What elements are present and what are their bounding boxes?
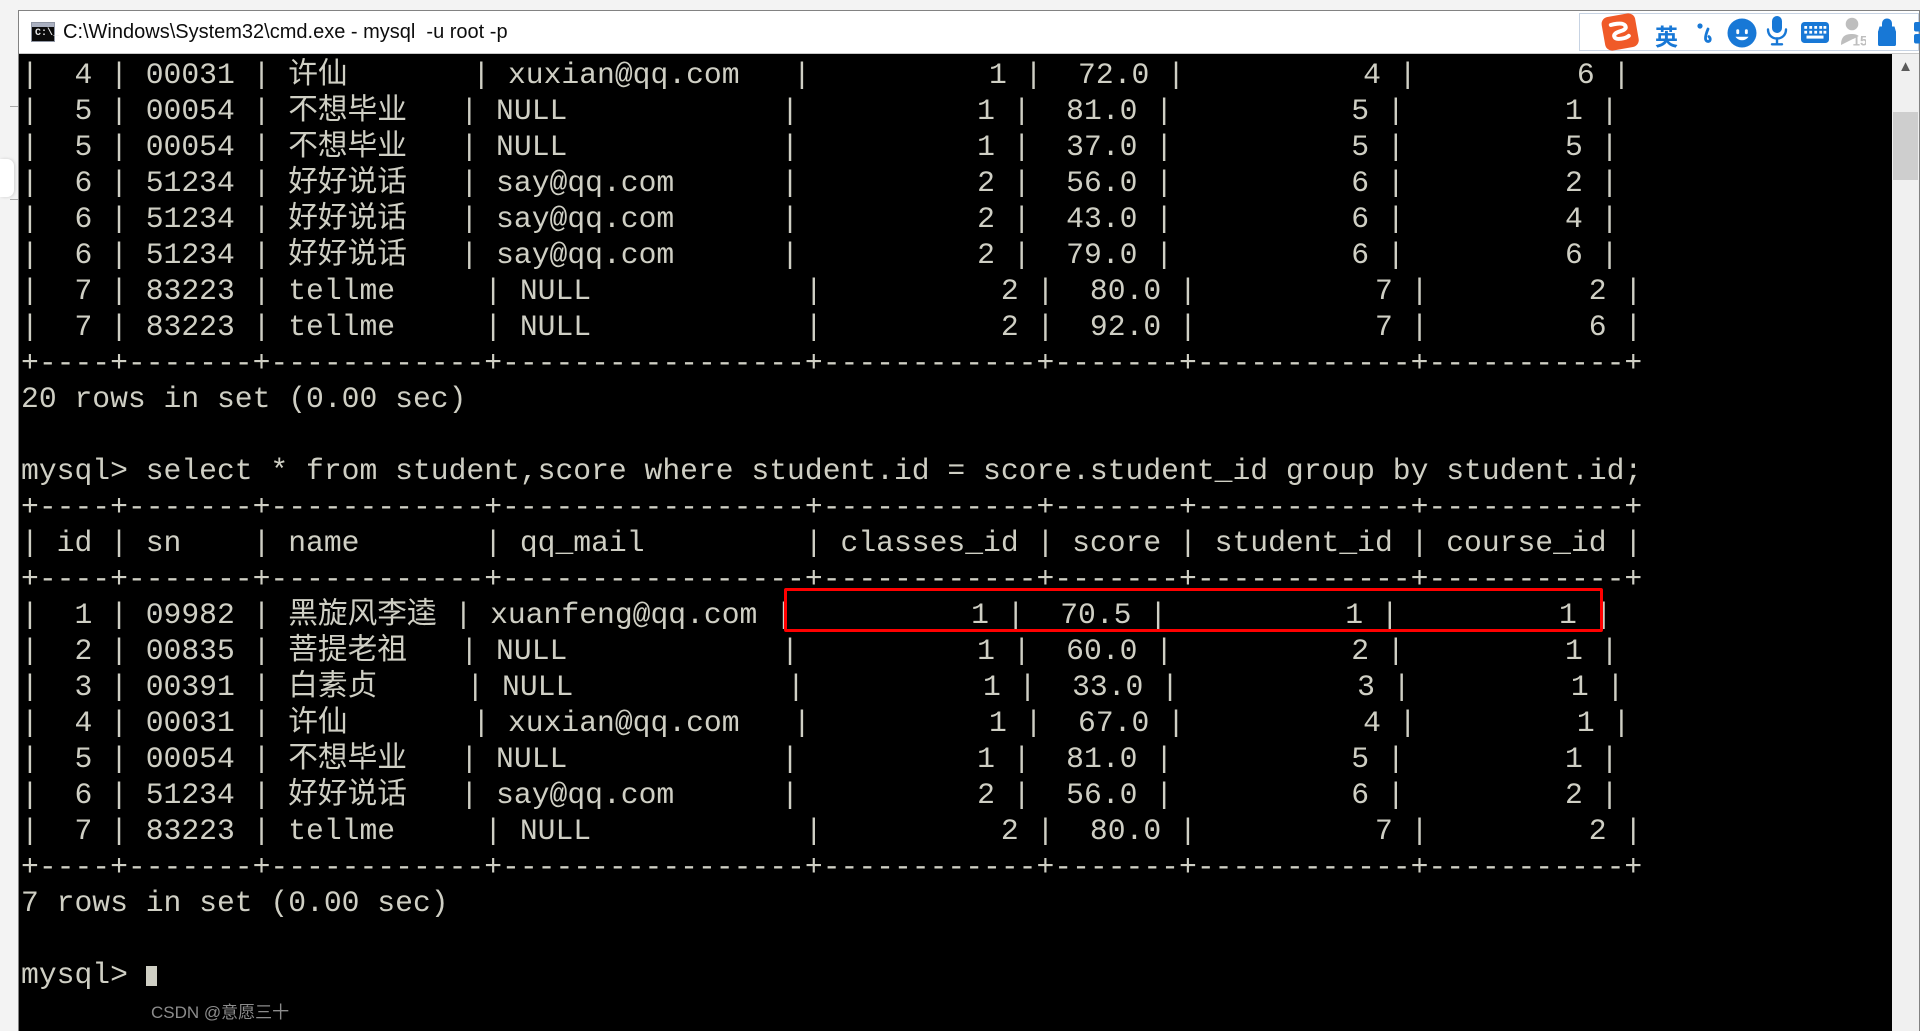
svg-text:15: 15 bbox=[1853, 34, 1867, 49]
